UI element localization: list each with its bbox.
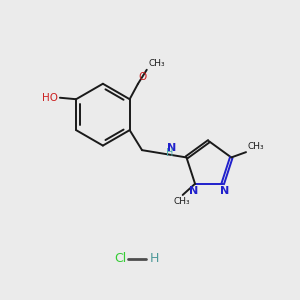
- Text: O: O: [139, 72, 147, 82]
- Text: N: N: [189, 186, 198, 196]
- Text: N: N: [167, 143, 176, 153]
- Text: H: H: [166, 148, 173, 158]
- Text: N: N: [220, 186, 229, 196]
- Text: HO: HO: [42, 93, 58, 103]
- Text: Cl: Cl: [114, 252, 126, 266]
- Text: CH₃: CH₃: [148, 59, 165, 68]
- Text: CH₃: CH₃: [173, 197, 190, 206]
- Text: H: H: [149, 252, 159, 266]
- Text: CH₃: CH₃: [248, 142, 264, 151]
